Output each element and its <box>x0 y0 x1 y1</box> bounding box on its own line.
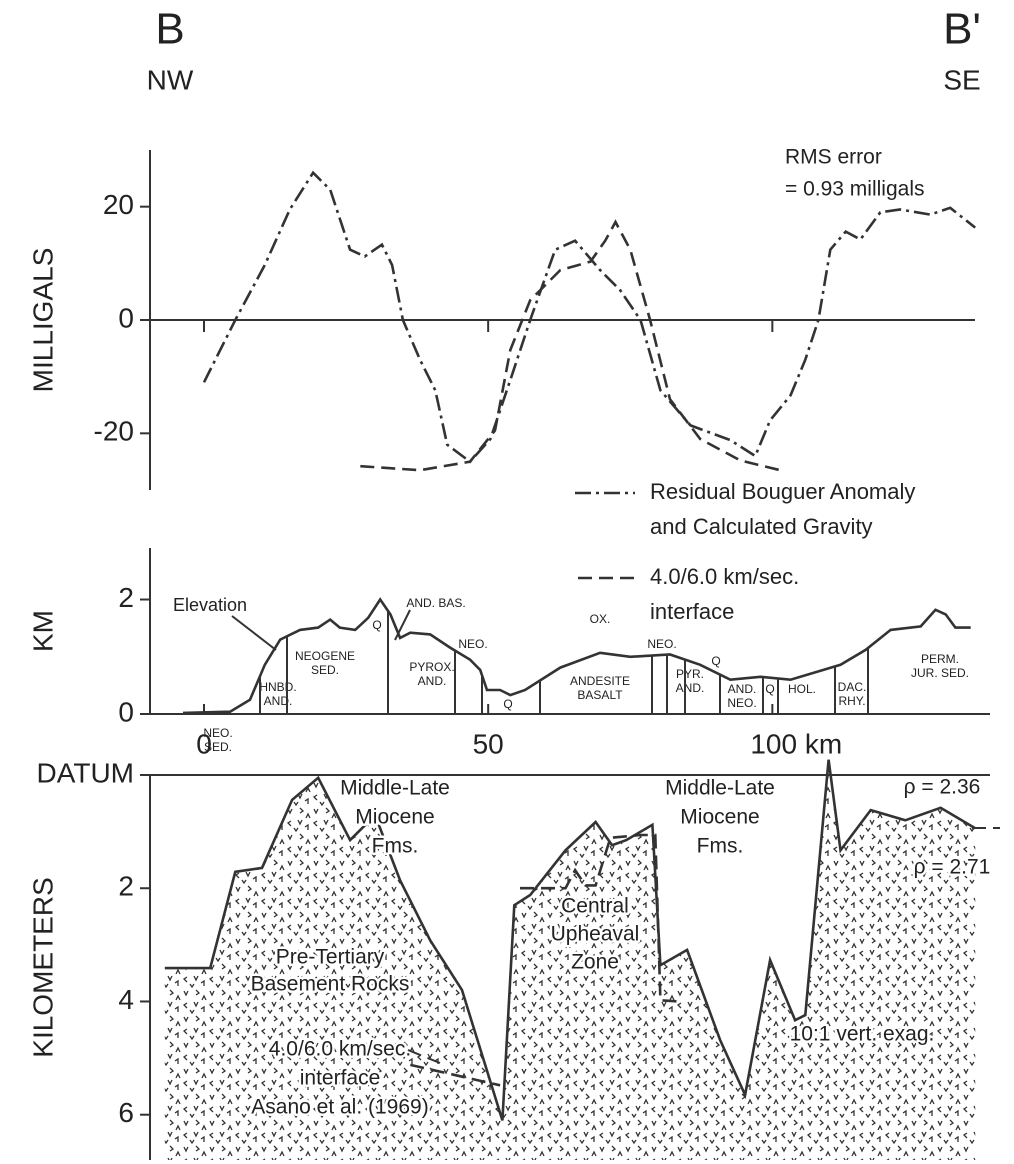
unit-label: AND. BAS. <box>406 596 465 610</box>
legend-line: 4.0/6.0 km/sec. <box>650 564 805 589</box>
profile-line <box>164 759 976 1121</box>
unit-label: Q <box>372 618 381 632</box>
legend-line: and Calculated Gravity <box>650 514 873 539</box>
unit-label: AND. <box>418 674 447 688</box>
x-tick-label: 0 <box>196 728 212 759</box>
unit-label: NEO. <box>647 637 676 651</box>
unit-label: NEO. <box>458 637 487 651</box>
profile-line <box>410 833 681 1087</box>
y-axis-title: KM <box>27 610 58 652</box>
annotation: ρ = 2.36 <box>904 776 981 799</box>
basement-fill <box>164 759 976 1160</box>
y-tick-label: 4 <box>118 984 134 1015</box>
direction: NW <box>147 64 194 95</box>
profile-line <box>202 170 977 464</box>
y-tick-label: 6 <box>118 1097 134 1128</box>
unit-label: PERM. <box>921 652 959 666</box>
direction: SE <box>943 64 980 95</box>
x-tick-label: 50 <box>473 728 504 759</box>
unit-label: NEOGENE <box>295 649 355 663</box>
annotation: Upheaval <box>551 923 640 946</box>
unit-label: Q <box>503 697 512 711</box>
profile-line <box>360 219 781 472</box>
unit-label: SED. <box>204 740 232 754</box>
unit-label: ANDESITE <box>570 674 630 688</box>
unit-label: RHY. <box>838 694 865 708</box>
unit-label: Q <box>765 682 774 696</box>
annotation: ρ = 2.71 <box>914 856 991 879</box>
unit-label: JUR. SED. <box>911 666 969 680</box>
annotation: = 0.93 milligals <box>785 178 924 201</box>
y-tick-label: 2 <box>118 582 134 613</box>
annotation: 4.0/6.0 km/sec. <box>269 1038 411 1061</box>
annotation: Central <box>561 895 629 918</box>
annotation: Fms. <box>697 835 744 858</box>
unit-label: BASALT <box>577 688 623 702</box>
unit-label: PYROX. <box>409 660 454 674</box>
unit-label: HNBD. <box>259 680 296 694</box>
annotation: 10:1 vert. exag. <box>790 1023 935 1046</box>
leader <box>394 609 411 641</box>
legend-label: Residual Bouguer Anomaly and Calculated … <box>650 479 922 539</box>
section-end: B' <box>943 5 981 54</box>
y-axis-title: MILLIGALS <box>27 248 58 393</box>
annotation: Fms. <box>372 835 419 858</box>
annotation: Basement Rocks <box>251 973 410 996</box>
y-axis-title: KILOMETERS <box>27 877 58 1057</box>
y-tick-label: -20 <box>94 416 134 447</box>
annotation: Middle-Late <box>340 777 450 800</box>
y-tick-label: 0 <box>118 302 134 333</box>
legend-line: interface <box>650 599 734 624</box>
unit-label: NEO. <box>203 726 232 740</box>
legend-label: 4.0/6.0 km/sec. interface <box>650 564 805 624</box>
unit-label: OX. <box>590 612 611 626</box>
unit-label: PYR. <box>676 667 704 681</box>
leader <box>231 615 277 651</box>
annotation: interface <box>300 1067 381 1090</box>
profile-line <box>182 597 971 715</box>
unit-label: SED. <box>311 663 339 677</box>
y-tick-label: 0 <box>118 696 134 727</box>
annotation: Asano et al. (1969) <box>251 1096 428 1119</box>
annotation: Miocene <box>355 806 434 829</box>
annotation: Zone <box>571 951 619 974</box>
unit-label: AND. <box>728 682 757 696</box>
leader <box>407 1049 441 1064</box>
unit-label: DAC. <box>838 680 867 694</box>
unit-label: AND. <box>264 694 293 708</box>
annotation: Middle-Late <box>665 777 775 800</box>
y-tick-label: 20 <box>103 189 134 220</box>
annotation: Miocene <box>680 806 759 829</box>
x-tick-label: 100 km <box>750 728 842 759</box>
unit-label: AND. <box>676 681 705 695</box>
unit-label: NEO. <box>727 696 756 710</box>
annotation: Pre-Tertiary <box>276 946 385 969</box>
unit-label: Q <box>711 654 720 668</box>
annotation: RMS error <box>785 146 882 169</box>
section-start: B <box>155 5 184 54</box>
legend-line: Residual Bouguer Anomaly <box>650 479 922 504</box>
unit-label: HOL. <box>788 682 816 696</box>
y-tick-label: 2 <box>118 871 134 902</box>
series-label: Elevation <box>173 595 247 615</box>
y-tick-label: DATUM <box>37 757 134 788</box>
